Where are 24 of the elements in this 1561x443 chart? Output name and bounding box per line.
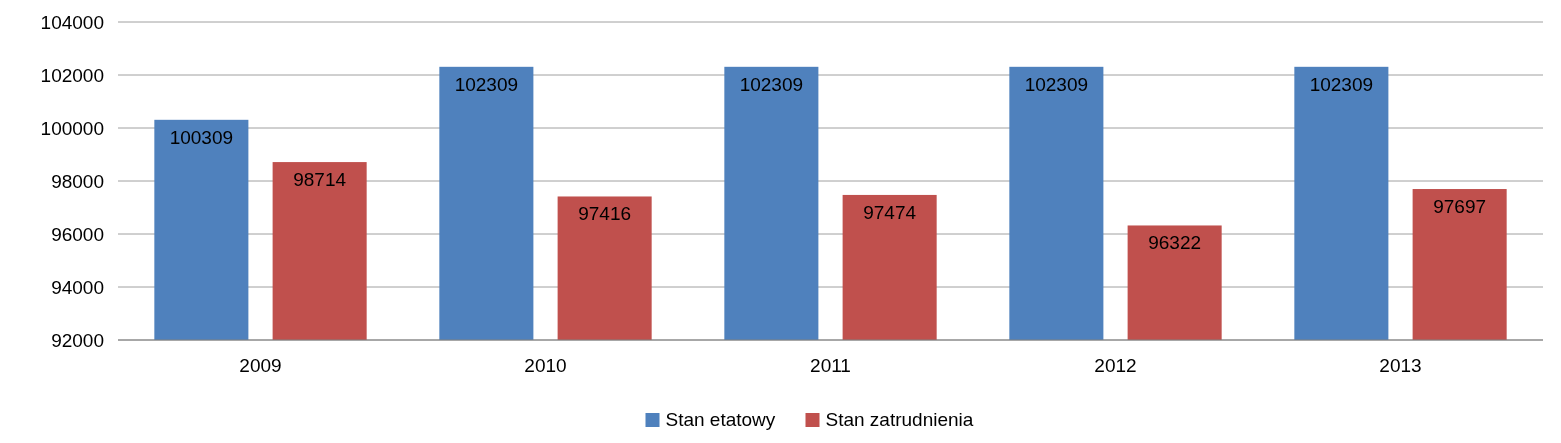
- y-tick-label: 102000: [40, 64, 104, 86]
- y-tick-label: 96000: [51, 223, 104, 245]
- x-tick-label: 2013: [1379, 355, 1422, 376]
- data-label: 96322: [1148, 232, 1202, 254]
- data-label: 102309: [1024, 73, 1089, 95]
- y-tick-label: 94000: [51, 276, 104, 298]
- y-tick-label: 98000: [51, 170, 104, 192]
- data-label: 97474: [863, 201, 917, 223]
- data-label: 102309: [454, 73, 519, 95]
- x-tick-label: 2010: [524, 355, 567, 376]
- data-label: 100309: [169, 126, 234, 148]
- y-tick-label: 92000: [51, 329, 104, 351]
- data-label: 102309: [1309, 73, 1374, 95]
- data-label: 102309: [739, 73, 804, 95]
- data-label: 98714: [293, 169, 347, 191]
- x-tick-label: 2012: [1094, 355, 1137, 376]
- y-tick-label: 100000: [40, 117, 104, 139]
- y-tick-label: 104000: [40, 11, 104, 33]
- x-tick-label: 2011: [810, 355, 851, 376]
- data-label: 97697: [1433, 196, 1487, 218]
- data-label: 97416: [578, 203, 632, 225]
- legend-label: Stan zatrudnienia: [825, 409, 974, 430]
- x-tick-label: 2009: [239, 355, 282, 376]
- legend-label: Stan etatowy: [665, 409, 776, 430]
